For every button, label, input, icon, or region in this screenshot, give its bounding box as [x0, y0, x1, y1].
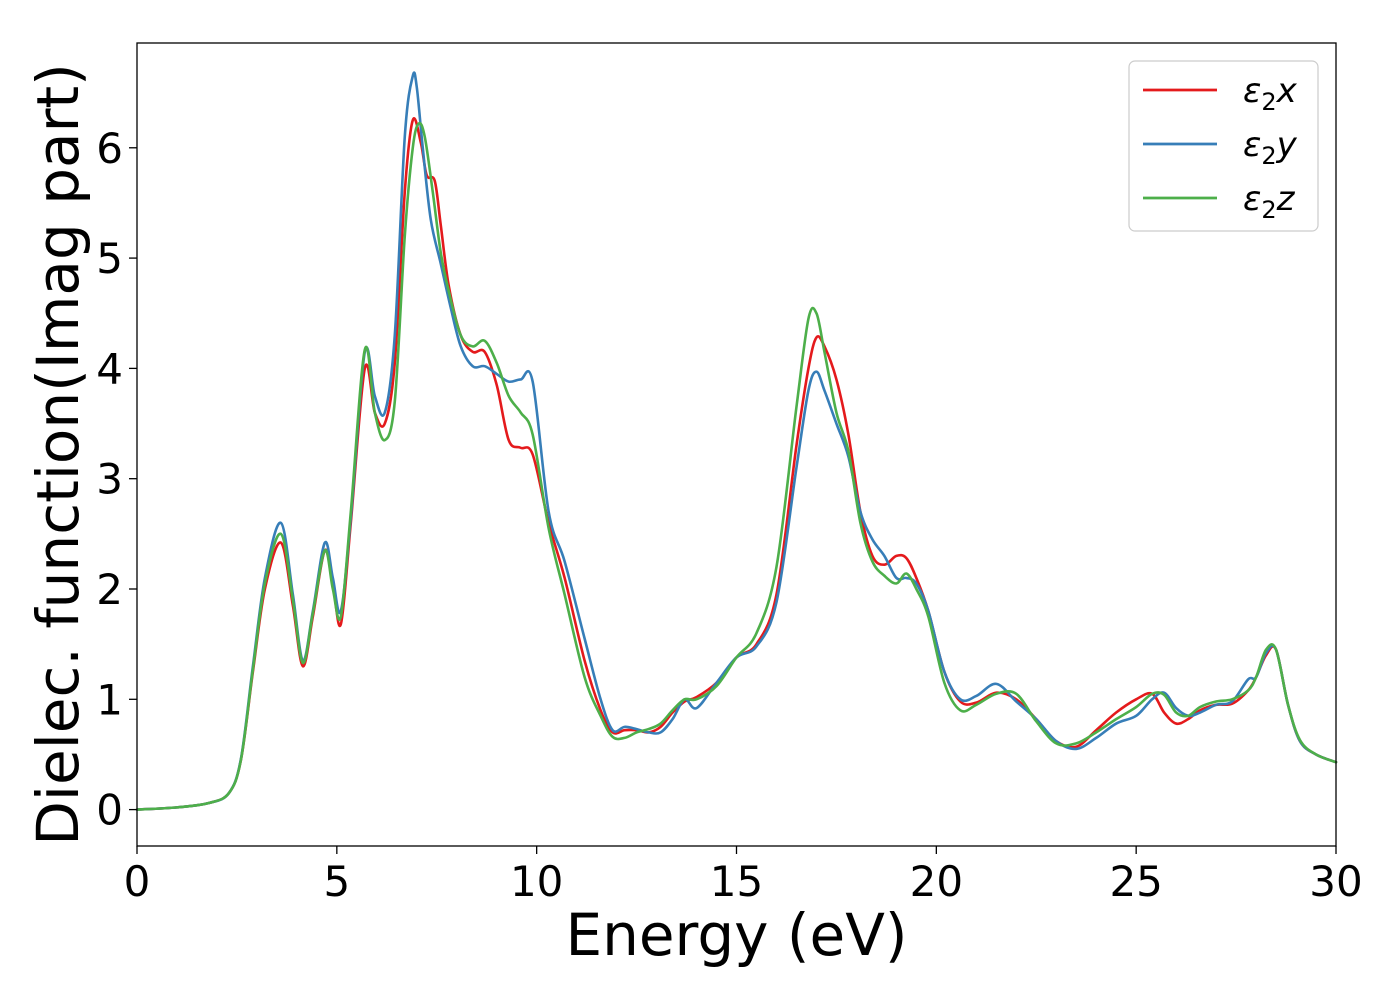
x-tick-label: 30 — [1309, 857, 1362, 906]
x-tick-label: 10 — [510, 857, 563, 906]
legend-label: ε2x — [1243, 71, 1298, 116]
legend-label: ε2z — [1243, 179, 1296, 224]
y-tick-label: 0 — [96, 786, 123, 835]
legend-item-z: ε2z — [1143, 179, 1296, 224]
x-tick-label: 15 — [710, 857, 763, 906]
y-tick-label: 4 — [96, 344, 123, 393]
legend-item-x: ε2x — [1143, 71, 1298, 116]
y-tick-label: 6 — [96, 124, 123, 173]
legend: ε2x ε2y ε2z — [1128, 60, 1319, 232]
series-layer — [135, 71, 1338, 811]
x-tick-label: 20 — [910, 857, 963, 906]
y-tick-label: 2 — [96, 565, 123, 614]
y-tick-label: 3 — [96, 455, 123, 504]
y-tick-label: 1 — [96, 675, 123, 724]
x-axis-title: Energy (eV) — [565, 901, 907, 969]
x-axis-ticks: 0 5 10 15 20 25 30 — [124, 846, 1363, 906]
x-tick-label: 0 — [124, 857, 151, 906]
y-tick-label: 5 — [96, 234, 123, 283]
y-axis-ticks: 0 1 2 3 4 5 6 — [96, 124, 137, 835]
legend-items: ε2x ε2y ε2z — [1143, 71, 1298, 224]
x-tick-label: 25 — [1109, 857, 1162, 906]
legend-box — [1128, 60, 1319, 232]
x-tick-label: 5 — [323, 857, 350, 906]
legend-label: ε2y — [1243, 125, 1298, 170]
y-axis-title: Dielec. function(Imag part) — [24, 63, 92, 846]
series-line-z — [135, 121, 1338, 811]
legend-item-y: ε2y — [1143, 125, 1298, 170]
